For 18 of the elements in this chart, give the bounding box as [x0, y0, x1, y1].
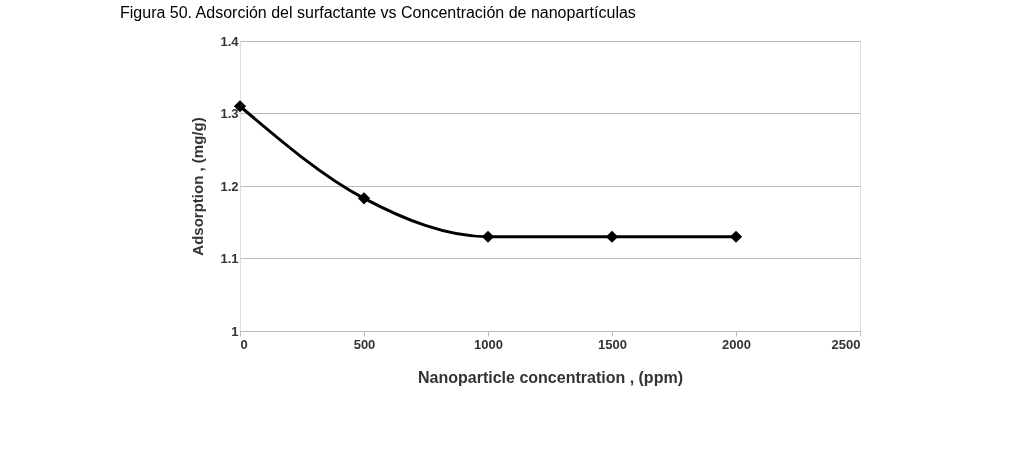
- x-tick-label: 1000: [474, 336, 503, 352]
- x-tick-label: 500: [353, 336, 376, 352]
- x-tick-label: 1500: [598, 336, 627, 352]
- x-tick-label: 2000: [722, 336, 751, 352]
- x-tick-label: 2500: [831, 336, 861, 352]
- point: [481, 230, 495, 243]
- point: [605, 230, 619, 243]
- y-tick-label: 1.3: [220, 106, 239, 121]
- y-tick-label: 1.4: [220, 33, 240, 49]
- y-tick-label: 1.2: [220, 178, 239, 194]
- point: [357, 192, 371, 205]
- point: [729, 230, 743, 243]
- x-axis-title: Nanoparticle concentration , (ppm): [418, 368, 683, 386]
- x-tick-label: 0: [240, 336, 248, 352]
- y-tick-label: 1: [231, 323, 239, 339]
- chart-title: Figura 50. Adsorción del surfactante vs Concentración de nanopartículas: [120, 4, 636, 21]
- y-tick-label: 1.1: [220, 251, 239, 266]
- y-axis-title: Adsorption , (mg/g): [189, 117, 207, 256]
